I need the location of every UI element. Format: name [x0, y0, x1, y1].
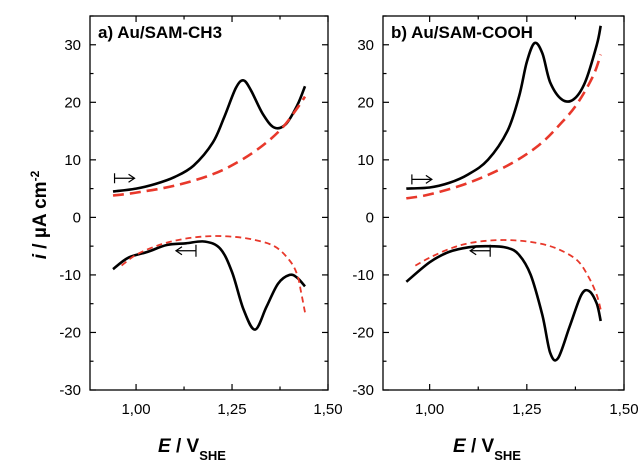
y-tick-label: -20: [352, 324, 374, 341]
dashed-red-curve-anodic: [112, 95, 307, 197]
panel-b-au-sam-cooh: 30 20 10 0 -10 -20 -30 1,00 1,25 1,50 b) Au/SAM-CO…: [352, 15, 639, 418]
y-tick-label: 30: [64, 37, 81, 54]
dashed-red-curve-cathodic: [413, 239, 602, 310]
y-tick-label: -10: [59, 267, 81, 284]
y-tick-label: -30: [352, 382, 374, 399]
y-tick-label: 10: [64, 152, 81, 169]
x-axis-title-b: E / VSHE: [453, 436, 521, 463]
y-tick-label: -20: [59, 324, 81, 341]
y-axis-title-exponent: -2: [28, 170, 42, 181]
y-tick-label: -10: [352, 267, 374, 284]
y-tick-label: 30: [357, 37, 374, 54]
y-tick-label: 20: [357, 94, 374, 111]
solid-black-curve-cathodic: [112, 240, 306, 331]
x-axis-title-subscript: SHE: [494, 448, 521, 463]
x-tick-label: 1,00: [415, 401, 444, 418]
x-axis-title-units: / V: [466, 436, 495, 457]
plot-frame: [382, 15, 625, 391]
solid-black-curve-anodic: [112, 79, 307, 193]
panel-title: a) Au/SAM-CH3: [98, 23, 222, 42]
arrow-head: [469, 246, 477, 256]
y-axis-title-symbol: i: [30, 253, 51, 259]
y-axis-title: i / µA cm-2: [28, 170, 51, 259]
dashed-red-curve-cathodic: [120, 235, 306, 313]
x-axis-title-a: E / VSHE: [158, 436, 226, 463]
x-tick-label: 1,25: [217, 401, 246, 418]
y-tick-label: 0: [366, 209, 374, 226]
x-tick-label: 1,00: [121, 401, 150, 418]
x-tick-label: 1,50: [313, 401, 342, 418]
arrow-head: [128, 173, 136, 183]
y-tick-label: 0: [73, 209, 81, 226]
solid-black-curve-cathodic: [405, 244, 602, 362]
solid-black-curve-anodic: [406, 25, 602, 190]
dashed-red-curve-anodic: [406, 54, 602, 200]
y-axis-title-units: / µA cm: [30, 181, 51, 254]
y-tick-label: -30: [59, 382, 81, 399]
panel-a-au-sam-ch3: 30 20 10 0 -10 -20 -30 1,00 1,25 1,50 a) Au/SAM-CH…: [59, 15, 343, 418]
x-axis-title-symbol: E: [453, 436, 467, 457]
plot-frame: [89, 15, 329, 391]
x-axis-title-units: / V: [171, 436, 200, 457]
x-tick-label: 1,50: [609, 401, 638, 418]
panel-title: b) Au/SAM-COOH: [391, 23, 533, 42]
y-tick-label: 20: [64, 94, 81, 111]
x-axis-title-subscript: SHE: [199, 448, 226, 463]
y-tick-label: 10: [357, 152, 374, 169]
x-axis-title-symbol: E: [158, 436, 172, 457]
arrow-head: [174, 246, 183, 256]
x-tick-label: 1,25: [512, 401, 541, 418]
arrow-head: [425, 174, 433, 184]
